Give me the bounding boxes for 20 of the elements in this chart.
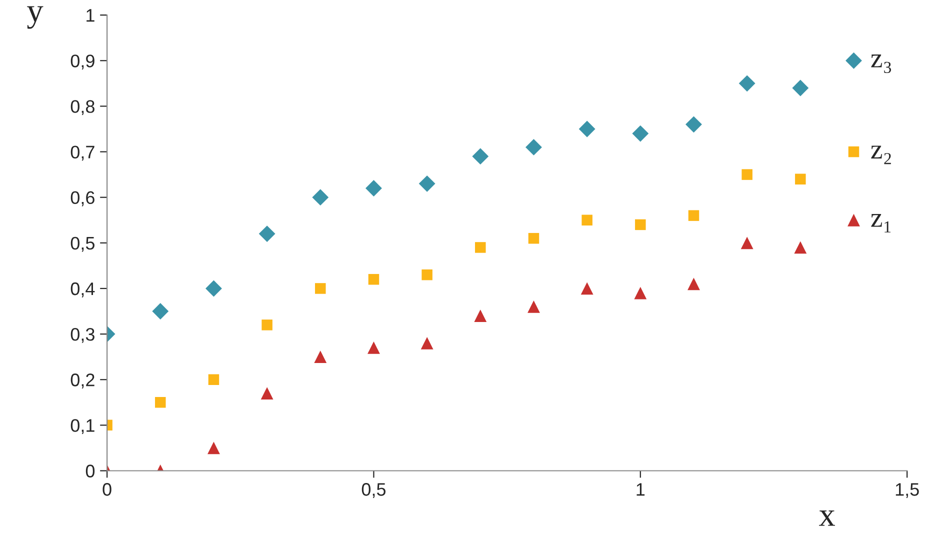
- y-tick-label: 0,2: [70, 374, 94, 388]
- y-tick-label: 0,8: [70, 100, 94, 116]
- y-tick-label: 0: [86, 464, 95, 478]
- x-tick-label: 0: [102, 483, 112, 496]
- y-tick-label: 0,9: [70, 54, 94, 70]
- series-label: z₂: [871, 146, 891, 164]
- x-tick-label: 0,5: [362, 483, 386, 498]
- x-tick-label: 1: [636, 483, 645, 496]
- y-tick-label: 0,5: [70, 236, 94, 252]
- y-axis-title: y: [27, 6, 44, 29]
- y-tick-label: 0,7: [70, 146, 94, 161]
- y-tick-label: 0,3: [70, 328, 94, 343]
- y-tick-label: 0,1: [70, 419, 94, 434]
- x-axis-title: x: [819, 510, 835, 526]
- y-tick-label: 0,6: [70, 191, 94, 206]
- y-tick-label: 0,4: [70, 282, 95, 298]
- y-tick-label: 1: [86, 9, 94, 22]
- x-tick-label: 1,5: [896, 483, 919, 498]
- series-label: z₁: [871, 214, 891, 232]
- series-label: z₃: [871, 54, 892, 74]
